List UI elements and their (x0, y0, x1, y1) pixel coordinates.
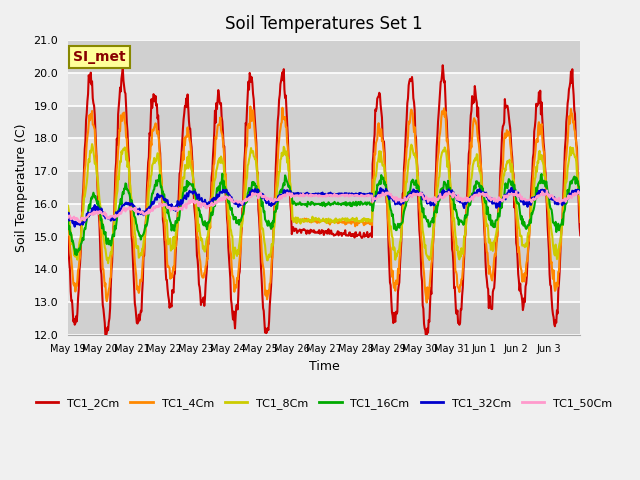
TC1_32Cm (244, 193, 252, 199)
TC1_50Cm (125, 204, 132, 210)
TC1_16Cm (64, 219, 72, 225)
Line: TC1_8Cm: TC1_8Cm (68, 144, 580, 263)
TC1_2Cm (577, 232, 584, 238)
TC1_4Cm (244, 123, 252, 129)
Bar (68, 106, 580, 138)
TC1_32Cm (264, 199, 271, 204)
TC1_2Cm (439, 62, 447, 68)
TC1_16Cm (264, 218, 272, 224)
Bar (68, 73, 580, 106)
TC1_4Cm (378, 126, 385, 132)
TC1_50Cm (378, 193, 385, 199)
TC1_2Cm (377, 102, 385, 108)
Bar (68, 237, 580, 269)
Bar (68, 204, 580, 237)
TC1_32Cm (378, 191, 385, 196)
Line: TC1_2Cm: TC1_2Cm (68, 65, 580, 338)
TC1_50Cm (406, 192, 414, 198)
TC1_8Cm (577, 202, 584, 208)
Bar (68, 40, 580, 73)
TC1_16Cm (378, 176, 386, 182)
Line: TC1_16Cm: TC1_16Cm (68, 174, 580, 255)
TC1_4Cm (264, 293, 271, 299)
TC1_16Cm (407, 184, 415, 190)
TC1_8Cm (245, 156, 253, 162)
TC1_2Cm (64, 234, 72, 240)
TC1_32Cm (219, 187, 227, 193)
TC1_8Cm (220, 161, 227, 167)
TC1_4Cm (64, 214, 72, 220)
TC1_4Cm (577, 219, 584, 225)
TC1_2Cm (406, 79, 413, 84)
Text: SI_met: SI_met (73, 50, 126, 64)
TC1_8Cm (104, 260, 112, 266)
TC1_50Cm (219, 195, 227, 201)
TC1_32Cm (64, 213, 72, 218)
Line: TC1_4Cm: TC1_4Cm (68, 107, 580, 302)
TC1_50Cm (244, 197, 252, 203)
TC1_4Cm (406, 119, 414, 124)
TC1_50Cm (64, 215, 72, 220)
TC1_2Cm (218, 119, 226, 124)
TC1_4Cm (246, 104, 254, 109)
TC1_32Cm (406, 193, 414, 199)
TC1_2Cm (124, 145, 132, 151)
TC1_50Cm (577, 192, 584, 198)
X-axis label: Time: Time (308, 360, 340, 373)
TC1_2Cm (422, 335, 430, 341)
TC1_50Cm (264, 195, 271, 201)
TC1_16Cm (218, 171, 226, 177)
TC1_8Cm (378, 159, 386, 165)
TC1_2Cm (244, 93, 252, 99)
TC1_4Cm (423, 300, 431, 305)
TC1_32Cm (577, 191, 584, 197)
TC1_32Cm (125, 200, 132, 206)
TC1_8Cm (264, 254, 272, 260)
TC1_4Cm (218, 132, 226, 138)
TC1_4Cm (124, 158, 132, 164)
TC1_50Cm (76, 219, 84, 225)
TC1_32Cm (508, 185, 515, 191)
TC1_8Cm (125, 179, 133, 184)
TC1_16Cm (577, 189, 584, 195)
Bar (68, 138, 580, 171)
TC1_8Cm (64, 203, 72, 209)
TC1_16Cm (220, 178, 227, 184)
Y-axis label: Soil Temperature (C): Soil Temperature (C) (15, 123, 28, 252)
TC1_8Cm (407, 144, 415, 150)
Bar (68, 269, 580, 302)
Bar (68, 171, 580, 204)
TC1_8Cm (88, 141, 96, 147)
Line: TC1_32Cm: TC1_32Cm (68, 188, 580, 227)
Title: Soil Temperatures Set 1: Soil Temperatures Set 1 (225, 15, 423, 33)
TC1_16Cm (125, 190, 132, 196)
TC1_16Cm (245, 185, 253, 191)
Line: TC1_50Cm: TC1_50Cm (68, 191, 580, 222)
Bar (68, 302, 580, 335)
TC1_50Cm (543, 188, 551, 193)
Legend: TC1_2Cm, TC1_4Cm, TC1_8Cm, TC1_16Cm, TC1_32Cm, TC1_50Cm: TC1_2Cm, TC1_4Cm, TC1_8Cm, TC1_16Cm, TC1… (31, 393, 617, 413)
TC1_32Cm (71, 224, 79, 229)
TC1_2Cm (263, 327, 271, 333)
TC1_16Cm (73, 252, 81, 258)
